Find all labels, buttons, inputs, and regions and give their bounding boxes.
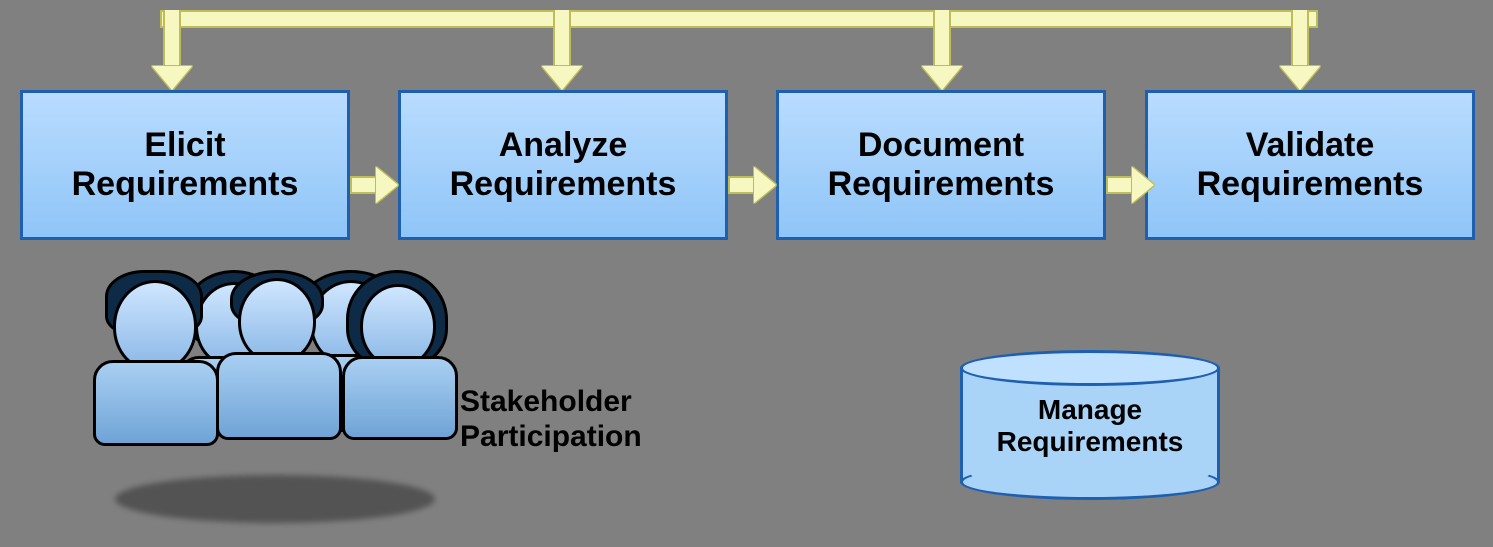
box-document-line2: Requirements [828,165,1055,203]
arrow-down-to-elicit [163,10,181,90]
box-elicit: Elicit Requirements [20,90,350,240]
feedback-bus [160,10,1318,28]
stakeholders-icon [95,270,455,530]
box-analyze-line2: Requirements [450,165,677,203]
arrow-down-to-validate [1291,10,1309,90]
manage-requirements-cylinder: Manage Requirements [960,350,1220,500]
arrow-down-to-analyze [553,10,571,90]
box-validate: Validate Requirements [1145,90,1475,240]
box-validate-line1: Validate [1246,126,1375,164]
arrow-document-to-validate [1106,165,1154,205]
arrow-analyze-to-document [728,165,776,205]
cylinder-label-line2: Requirements [997,426,1184,457]
box-document-line1: Document [858,126,1024,164]
cylinder-label-line1: Manage [1038,394,1142,425]
arrow-down-to-document [933,10,951,90]
box-validate-line2: Requirements [1197,165,1424,203]
box-analyze: Analyze Requirements [398,90,728,240]
stakeholder-caption: Stakeholder Participation [460,385,642,454]
box-elicit-line1: Elicit [144,126,225,164]
arrow-elicit-to-analyze [350,165,398,205]
box-analyze-line1: Analyze [499,126,628,164]
box-elicit-line2: Requirements [72,165,299,203]
stakeholder-caption-line2: Participation [460,420,642,453]
box-document: Document Requirements [776,90,1106,240]
stakeholder-caption-line1: Stakeholder [460,385,632,418]
